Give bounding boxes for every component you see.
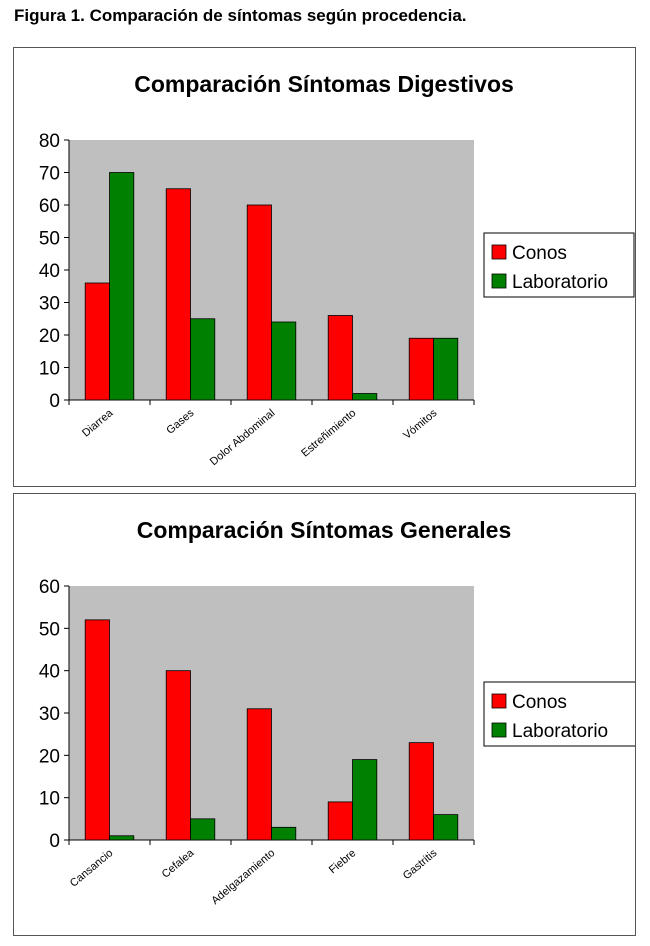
- y-tick-label: 10: [39, 789, 60, 810]
- figure-caption: Figura 1. Comparación de síntomas según …: [14, 6, 467, 25]
- bar-laboratorio: [352, 393, 378, 401]
- bar-conos: [246, 204, 272, 401]
- y-tick-label: 60: [39, 196, 60, 217]
- y-tick-label: 60: [39, 577, 60, 598]
- bar-laboratorio: [433, 814, 459, 841]
- y-tick-label: 0: [49, 391, 60, 412]
- bar-conos: [408, 337, 434, 401]
- category-label: Cefalea: [160, 847, 197, 881]
- bar-conos: [84, 619, 110, 841]
- y-tick-label: 30: [39, 294, 60, 315]
- legend-box: [483, 232, 635, 298]
- y-tick-label: 80: [39, 131, 60, 152]
- bar-conos: [327, 315, 353, 401]
- y-tick-label: 20: [39, 746, 60, 767]
- bar-laboratorio: [271, 321, 297, 401]
- digestive-symptoms-chart: Comparación Síntomas Digestivos 0 10 20 30 40…: [13, 47, 636, 487]
- legend-swatch-conos: [491, 244, 507, 260]
- y-tick-label: 40: [39, 261, 60, 282]
- legend-label: Laboratorio: [512, 272, 608, 293]
- y-tick-label: 50: [39, 619, 60, 640]
- y-tick-label: 70: [39, 164, 60, 185]
- legend-label: Conos: [512, 243, 567, 264]
- legend-label: Laboratorio: [512, 721, 608, 742]
- bar-conos: [246, 708, 272, 841]
- category-label: Estreñimiento: [299, 407, 358, 459]
- category-label: Vómitos: [401, 407, 440, 442]
- general-chart-svg: Comparación Síntomas Generales 0 10 20 30 40 5…: [39, 517, 635, 907]
- category-label: Cansancio: [68, 847, 116, 890]
- bar-laboratorio: [271, 826, 297, 841]
- bar-laboratorio: [190, 818, 216, 841]
- category-label: Dolor Abdominal: [208, 407, 278, 468]
- y-tick-label: 10: [39, 359, 60, 380]
- y-tick-label: 30: [39, 704, 60, 725]
- y-tick-label: 0: [49, 831, 60, 852]
- bar-laboratorio: [190, 318, 216, 401]
- general-symptoms-chart: Comparación Síntomas Generales 0 10 20 30 40 5…: [13, 493, 636, 936]
- category-label: Diarrea: [80, 407, 116, 440]
- legend-swatch-laboratorio: [491, 273, 507, 289]
- bar-conos: [327, 801, 353, 841]
- category-label: Fiebre: [327, 847, 359, 876]
- digestive-chart-svg: Comparación Síntomas Digestivos 0 10 20 30 40…: [39, 71, 635, 468]
- bar-conos: [165, 188, 191, 401]
- bar-laboratorio: [109, 835, 135, 841]
- category-label: Gastritis: [401, 847, 440, 882]
- y-tick-label: 50: [39, 229, 60, 250]
- bar-laboratorio: [352, 759, 378, 841]
- bar-laboratorio: [109, 172, 135, 401]
- legend-box: [483, 681, 635, 747]
- category-label: Gases: [164, 407, 196, 437]
- category-label: Adelgazamiento: [209, 847, 277, 907]
- legend-label: Conos: [512, 692, 567, 713]
- bar-conos: [408, 742, 434, 841]
- y-tick-label: 40: [39, 662, 60, 683]
- bar-conos: [84, 282, 110, 401]
- legend-swatch-laboratorio: [491, 722, 507, 738]
- y-tick-label: 20: [39, 326, 60, 347]
- bar-laboratorio: [433, 337, 459, 401]
- chart-title: Comparación Síntomas Generales: [137, 517, 512, 543]
- legend-swatch-conos: [491, 693, 507, 709]
- chart-title: Comparación Síntomas Digestivos: [134, 71, 514, 97]
- bar-conos: [165, 670, 191, 841]
